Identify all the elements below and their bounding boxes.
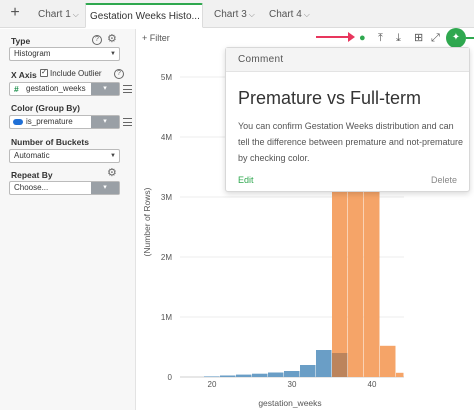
column-options-dropdown[interactable]: ▾: [91, 83, 119, 95]
delete-comment-link[interactable]: Delete: [430, 175, 457, 185]
gear-icon[interactable]: ⚙: [107, 33, 117, 45]
histogram-bar: [396, 372, 404, 377]
histogram-bar: [236, 374, 252, 377]
pin-connector: [466, 37, 474, 39]
boolean-type-icon: [13, 119, 23, 125]
histogram-bar: [220, 375, 236, 377]
gear-icon[interactable]: ⚙: [107, 167, 117, 179]
x-tick-label: 20: [208, 380, 217, 389]
color-group-label: Color (Group By): [11, 103, 80, 113]
include-outlier-label: Include Outlier: [50, 69, 102, 78]
tab-chart-1[interactable]: Chart 1 ⌵: [34, 3, 86, 28]
x-tick-labels: 20 30 40: [208, 380, 377, 389]
chevron-down-icon[interactable]: ⌵: [202, 12, 203, 21]
x-axis-column[interactable]: # gestation_weeks ▾: [9, 82, 120, 96]
y-tick-label: 4M: [161, 133, 172, 142]
repeat-by-column[interactable]: Choose... ▾: [9, 181, 120, 195]
add-tab-button[interactable]: +: [10, 4, 20, 21]
type-label: Type: [11, 36, 31, 46]
y-tick-label: 0: [168, 373, 173, 382]
repeat-by-label: Repeat By: [11, 170, 53, 180]
chart-type-select[interactable]: Histogram ▼: [9, 47, 120, 61]
comment-body: You can confirm Gestation Weeks distribu…: [238, 121, 463, 163]
x-axis-title: gestation_weeks: [258, 398, 321, 408]
color-column[interactable]: is_premature ▾: [9, 115, 120, 129]
histogram-bar: [364, 185, 380, 377]
tab-chart-4[interactable]: Chart 4 ⌵: [265, 3, 313, 28]
chevron-down-icon[interactable]: ⌵: [303, 10, 310, 19]
annotation-arrow: [316, 32, 355, 42]
expand-icon[interactable]: ⤢: [431, 32, 440, 44]
include-outlier-checkbox[interactable]: ✓: [40, 69, 48, 77]
tab-chart-3[interactable]: Chart 3 ⌵: [210, 3, 258, 28]
help-icon[interactable]: ?: [92, 35, 102, 45]
x-axis-column-name: gestation_weeks: [26, 84, 86, 93]
tab-gestation-weeks-histogram[interactable]: Gestation Weeks Histo...⌵: [85, 3, 203, 28]
download-icon[interactable]: ⤓: [396, 32, 401, 44]
y-tick-label: 1M: [161, 313, 172, 322]
histogram-bar: [380, 345, 396, 377]
comment-popup: Comment Premature vs Full-term You can c…: [225, 47, 470, 192]
edit-comment-link[interactable]: Edit: [238, 175, 254, 185]
chevron-down-icon[interactable]: ⌵: [72, 10, 79, 19]
x-tick-label: 40: [368, 380, 377, 389]
histogram-bar: [252, 373, 268, 377]
chart-config-panel: Type ? ⚙ Histogram ▼ X Axis ✓ Include Out…: [0, 29, 136, 410]
comment-title: Premature vs Full-term: [238, 88, 422, 108]
tab-label: Gestation Weeks Histo...: [90, 11, 200, 22]
add-filter-button[interactable]: + Filter: [142, 33, 170, 43]
tab-bar: + Chart 1⌵ Gestation Weeks Histo...⌵ Cha…: [0, 0, 474, 28]
color-column-name: is_premature: [26, 117, 73, 126]
histogram-bar: [284, 371, 300, 377]
number-of-buckets-label: Number of Buckets: [11, 137, 89, 147]
histogram-bar: [316, 350, 332, 377]
chart-type-value: Histogram: [14, 49, 51, 58]
y-tick-label: 2M: [161, 253, 172, 262]
y-axis-title: (Number of Rows): [142, 187, 152, 256]
chevron-down-icon[interactable]: ⌵: [248, 10, 255, 19]
caret-down-icon: ▼: [110, 51, 116, 57]
tab-label: Chart 4: [269, 9, 302, 20]
column-options-dropdown[interactable]: ▾: [91, 182, 119, 194]
buckets-select[interactable]: Automatic ▼: [9, 149, 120, 163]
x-axis-label: X Axis: [11, 70, 37, 80]
pin-icon[interactable]: ✦: [446, 28, 466, 48]
histogram-bar: [300, 365, 316, 377]
histogram-bar-overlap: [332, 353, 348, 377]
upload-icon[interactable]: ⤒: [378, 32, 383, 44]
number-type-icon: #: [14, 84, 19, 94]
y-tick-label: 5M: [161, 73, 172, 82]
histogram-bar: [332, 137, 348, 377]
histogram-bar: [268, 372, 284, 377]
column-options-dropdown[interactable]: ▾: [91, 116, 119, 128]
y-tick-label: 3M: [161, 193, 172, 202]
menu-icon[interactable]: [123, 85, 132, 93]
help-icon[interactable]: ?: [114, 69, 124, 79]
comment-icon[interactable]: ●: [359, 32, 366, 44]
menu-icon[interactable]: [123, 118, 132, 126]
buckets-value: Automatic: [14, 151, 50, 160]
tab-label: Chart 3: [214, 9, 247, 20]
repeat-by-value: Choose...: [14, 183, 49, 192]
comment-header: Comment: [226, 48, 469, 72]
x-tick-label: 30: [288, 380, 297, 389]
grid-icon[interactable]: ⊞: [414, 32, 424, 44]
caret-down-icon: ▼: [110, 153, 116, 159]
tab-label: Chart 1: [38, 9, 71, 20]
histogram-bar: [204, 376, 220, 377]
y-tick-labels: 0 1M 2M 3M 4M 5M: [161, 73, 173, 382]
